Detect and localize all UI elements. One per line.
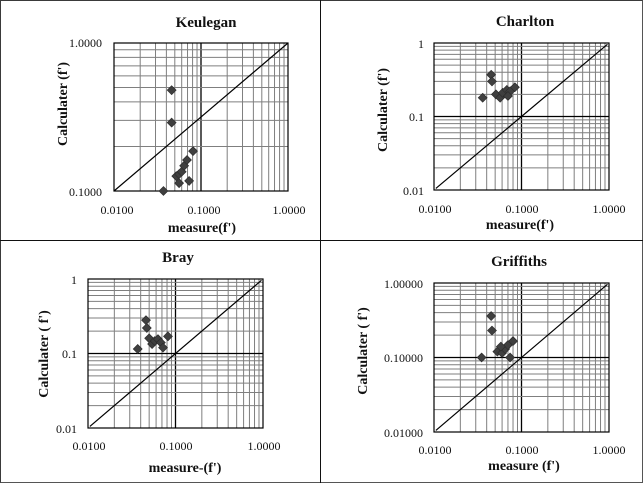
y-tick-label: 1 [71, 273, 77, 287]
x-tick-label: 0.0100 [101, 203, 134, 217]
data-point [174, 178, 185, 189]
plot-area [433, 42, 610, 191]
panel-divider-vertical [320, 0, 321, 483]
y-tick-label: 0.1000 [69, 185, 102, 199]
data-point [495, 341, 506, 352]
reference-line [113, 42, 289, 192]
chart-title: Keulegan [176, 15, 237, 31]
y-tick-label: 1 [418, 37, 424, 51]
data-point [158, 186, 169, 196]
y-axis-label: Calculater ( f') [356, 307, 371, 395]
plot-area [433, 282, 610, 433]
data-point [509, 82, 520, 93]
data-point [505, 352, 515, 363]
data-point [188, 146, 198, 157]
data-point [166, 117, 177, 128]
x-tick-label: 0.0100 [419, 443, 452, 457]
plot-border [433, 282, 610, 433]
x-tick-label: 1.0000 [593, 443, 626, 457]
data-point [476, 352, 487, 363]
data-point [158, 342, 168, 353]
plot-area [87, 278, 264, 429]
plot-border [87, 278, 264, 429]
plot-border [433, 42, 610, 191]
chart-panel-keulegan: Keulegan 1.0000 0.1000 0.0100 0.1000 1.0… [56, 15, 306, 236]
y-axis-label: Calculater (f') [376, 68, 391, 152]
data-point [486, 311, 497, 321]
data-point [184, 175, 195, 186]
data-point [503, 91, 513, 101]
y-tick-label: 1.0000 [69, 36, 102, 50]
reference-line-y-equals-x [435, 283, 608, 431]
chart-panel-bray: Bray 1 0.1 0.01 0.0100 0.1000 1.0000 mea… [37, 250, 281, 476]
y-axis-label: Calculater ( f') [37, 310, 52, 398]
x-tick-label: 0.1000 [160, 439, 193, 453]
x-axis-label: measure(f') [486, 218, 554, 233]
data-point [487, 76, 497, 87]
y-tick-label: 0.1 [409, 110, 424, 124]
y-tick-label: 0.01 [56, 422, 77, 436]
y-axis-label: Calculater (f') [56, 62, 71, 146]
data-point [166, 85, 177, 96]
data-point [132, 344, 143, 354]
reference-line-y-equals-x [435, 43, 608, 189]
plot-border [113, 42, 289, 192]
data-point [182, 155, 192, 165]
x-tick-label: 0.1000 [506, 202, 539, 216]
panel-divider-horizontal [0, 240, 643, 241]
x-tick-label: 0.1000 [188, 203, 221, 217]
chart-title: Bray [162, 250, 194, 266]
y-tick-label: 1.00000 [384, 277, 423, 291]
chart-title: Griffiths [491, 254, 547, 270]
x-tick-label: 0.0100 [73, 439, 106, 453]
x-tick-label: 0.1000 [506, 443, 539, 457]
x-axis-label: measure(f') [168, 221, 236, 236]
y-tick-label: 0.10000 [384, 351, 423, 365]
chart-title: Charlton [496, 14, 555, 30]
x-tick-label: 1.0000 [248, 439, 281, 453]
data-point [477, 92, 488, 103]
x-axis-label: measure-(f') [149, 461, 222, 476]
chart-panel-griffiths: Griffiths 1.00000 0.10000 0.01000 0.0100… [356, 254, 626, 474]
y-tick-label: 0.01 [403, 184, 424, 198]
data-point [163, 331, 173, 342]
y-tick-label: 0.1 [62, 347, 77, 361]
plot-area [113, 42, 289, 196]
x-tick-label: 0.0100 [419, 202, 452, 216]
data-point [141, 323, 152, 333]
reference-line-y-equals-x [89, 279, 262, 427]
x-axis-label: measure (f') [488, 459, 560, 474]
chart-panel-charlton: Charlton 1 0.1 0.01 0.0100 0.1000 1.0000… [376, 14, 626, 233]
y-tick-label: 0.01000 [384, 426, 423, 440]
data-point [508, 336, 518, 347]
data-point [487, 325, 497, 336]
x-tick-label: 1.0000 [273, 203, 306, 217]
x-tick-label: 1.0000 [593, 202, 626, 216]
